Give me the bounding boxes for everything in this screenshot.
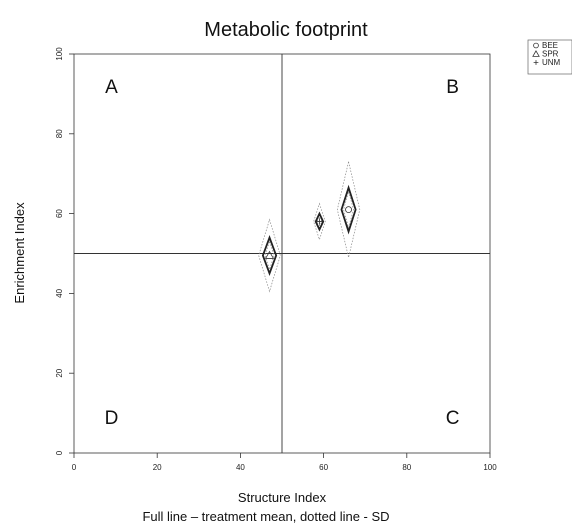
mean-diamond-unm [314,211,325,232]
sd-inner-spr [264,240,275,271]
x-axis-label: Structure Index [238,490,327,505]
y-tick-label: 20 [55,368,64,377]
x-tick-label: 0 [72,463,77,472]
y-tick-label: 80 [55,129,64,138]
x-tick-label: 60 [319,463,328,472]
quadrant-label-d: D [105,408,119,429]
y-tick-label: 60 [55,209,64,218]
sd-inner-unm [316,216,323,227]
legend-marker-spr [532,50,540,57]
legend-marker-bee [533,42,539,49]
legend-marker-unm [533,60,539,65]
sd-outer-unm [313,202,326,241]
data-marks [258,161,361,293]
point-spr [264,250,275,259]
x-tick-label: 80 [402,463,411,472]
y-tick-label: 100 [55,47,64,61]
reference-lines [74,54,490,453]
y-axis-label: Enrichment Index [12,202,27,304]
legend-label-spr: SPR [542,50,559,59]
mean-diamond-bee [340,184,357,235]
point-unm [316,218,323,225]
x-tick-label: 100 [483,463,497,472]
quadrant-label-b: B [446,77,459,98]
x-tick-label: 40 [236,463,245,472]
quadrant-labels: A B C D [105,77,460,429]
chart-caption: Full line – treatment mean, dotted line … [142,509,389,524]
y-tick-label: 0 [55,450,64,455]
axis-ticks: 0 20 40 60 80 100 0 20 40 60 80 100 [55,47,497,472]
x-tick-label: 20 [153,463,162,472]
y-tick-label: 40 [55,288,64,297]
point-bee [345,206,352,214]
legend-box [527,39,572,75]
mean-diamond-spr [261,234,278,277]
quadrant-label-c: C [446,408,460,429]
legend-label-unm: UNM [542,58,561,67]
sd-outer-spr [258,218,281,293]
sd-inner-bee [343,190,354,229]
legend-label-bee: BEE [542,41,558,50]
chart-title: Metabolic footprint [204,19,368,41]
quadrant-label-a: A [105,77,118,98]
